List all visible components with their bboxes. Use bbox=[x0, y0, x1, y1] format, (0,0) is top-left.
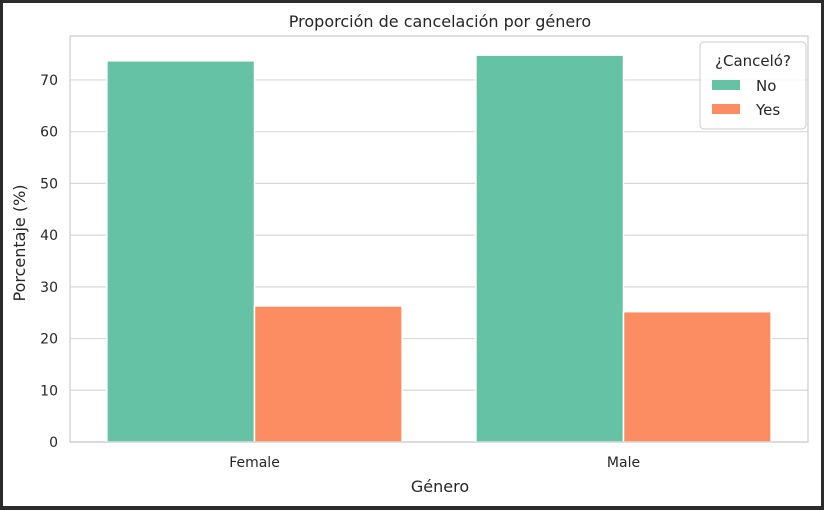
chart-frame: Proporción de cancelación por género 0 10… bbox=[3, 3, 821, 506]
axes: 0 10 20 30 40 50 60 70 Female Male bbox=[40, 35, 809, 471]
bar-yes-female bbox=[253, 305, 403, 443]
bar-no-male bbox=[475, 54, 625, 443]
bar-chart: Proporción de cancelación por género 0 10… bbox=[10, 12, 809, 496]
legend-title: ¿Canceló? bbox=[715, 52, 791, 70]
x-tick-label: Female bbox=[229, 455, 280, 471]
bar-no-female bbox=[106, 60, 256, 443]
y-tick-label: 30 bbox=[40, 280, 58, 296]
plot-border bbox=[69, 35, 809, 443]
bars bbox=[106, 54, 772, 443]
y-tick-label: 20 bbox=[40, 332, 58, 348]
y-tick-label: 70 bbox=[40, 73, 58, 89]
legend-label: Yes bbox=[755, 101, 780, 119]
legend-items: No Yes bbox=[712, 77, 780, 119]
y-tick-label: 40 bbox=[40, 228, 58, 244]
bar-yes-male bbox=[622, 310, 772, 443]
legend-swatch bbox=[712, 80, 740, 90]
y-tick-label: 10 bbox=[40, 383, 58, 399]
legend-label: No bbox=[756, 77, 776, 95]
y-tick-label: 60 bbox=[40, 125, 58, 141]
y-axis-label: Porcentaje (%) bbox=[10, 184, 29, 301]
x-tick-label: Male bbox=[607, 455, 640, 471]
y-tick-label: 0 bbox=[49, 435, 58, 451]
x-axis-label: Género bbox=[411, 477, 469, 496]
y-tick-label: 50 bbox=[40, 176, 58, 192]
legend-swatch bbox=[712, 104, 740, 114]
chart-title: Proporción de cancelación por género bbox=[289, 12, 591, 31]
legend: ¿Canceló? No Yes bbox=[699, 41, 807, 130]
